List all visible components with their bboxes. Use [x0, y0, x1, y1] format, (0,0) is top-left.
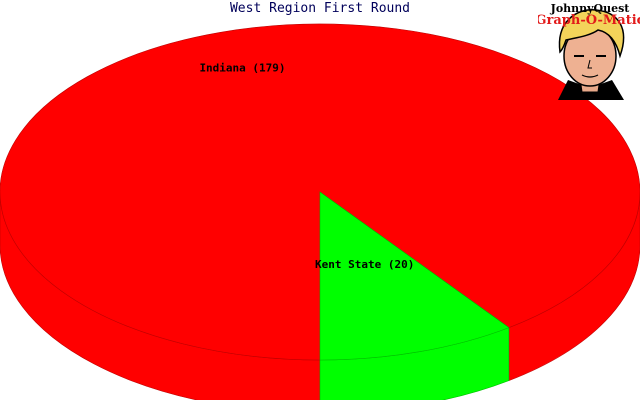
logo-hair [558, 9, 625, 59]
logo-text-line1: JohnnyQuest [550, 2, 631, 15]
johnnyquest-logo: JohnnyQuest Graph-O-Matic [538, 2, 640, 100]
chart-title: West Region First Round [229, 1, 410, 16]
pie-slice-kent-state [319, 191, 510, 361]
logo-nose [587, 59, 592, 69]
logo-mouth [581, 74, 599, 78]
slice-label-indiana: Indiana (179) [199, 61, 285, 74]
logo-text-line2: Graph-O-Matic [538, 13, 640, 28]
slice-label-kent-state: Kent State (20) [315, 258, 414, 271]
